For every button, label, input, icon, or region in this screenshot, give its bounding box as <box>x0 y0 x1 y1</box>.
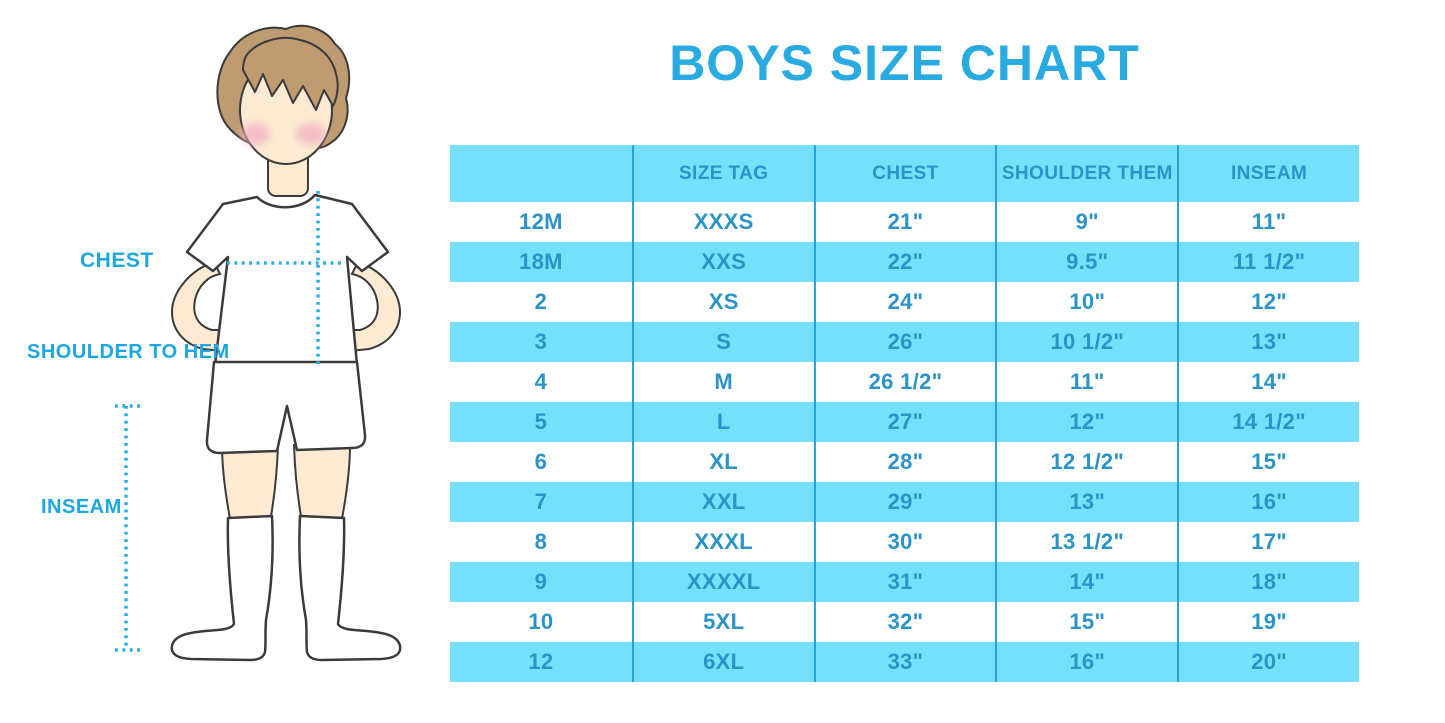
table-row: 4 M 26 1/2" 11" 14" <box>450 362 1359 402</box>
table-row: 6 XL 28" 12 1/2" 15" <box>450 442 1359 482</box>
table-cell: XXS <box>631 242 814 282</box>
table-row: 2 XS 24" 10" 12" <box>450 282 1359 322</box>
chest-label: CHEST <box>80 249 154 272</box>
table-cell: 12 1/2" <box>995 442 1177 482</box>
shoulder-to-hem-label: SHOULDER TO HEM <box>27 341 230 363</box>
table-cell: 10" <box>995 282 1177 322</box>
table-cell: 22" <box>813 242 996 282</box>
header-cell: SHOULDER THEM <box>995 145 1177 202</box>
table-cell: 21" <box>813 202 996 242</box>
table-cell: 7 <box>534 489 548 514</box>
table-cell: 26 1/2" <box>813 362 996 402</box>
boy-shorts <box>205 360 367 455</box>
table-row: 18M XXS 22" 9.5" 11 1/2" <box>450 242 1359 282</box>
table-cell: L <box>631 402 814 442</box>
page-title: BOYS SIZE CHART <box>669 35 1140 91</box>
table-cell: 24" <box>813 282 996 322</box>
table-cell: 6 <box>534 449 548 474</box>
table-cell: 5XL <box>631 602 814 642</box>
header-cell <box>450 145 632 202</box>
table-row: 8 XXXL 30" 13 1/2" 17" <box>450 522 1359 562</box>
table-cell: S <box>631 322 814 362</box>
table-row: 5 L 27" 12" 14 1/2" <box>450 402 1359 442</box>
table-cell: 27" <box>813 402 996 442</box>
table-cell: 13 1/2" <box>995 522 1177 562</box>
table-cell: 11 1/2" <box>1177 242 1359 282</box>
table-cell: 2 <box>534 289 548 314</box>
table-cell: 15" <box>995 602 1177 642</box>
table-cell: 8 <box>534 529 548 554</box>
table-cell: 33" <box>813 642 996 682</box>
boy-leg-left <box>220 444 280 526</box>
table-row: 10 5XL 32" 15" 19" <box>450 602 1359 642</box>
table-cell: XL <box>631 442 814 482</box>
boy-blush-left <box>240 123 270 145</box>
table-cell: 12 <box>528 649 554 674</box>
table-cell: XS <box>631 282 814 322</box>
boy-blush-right <box>296 123 326 145</box>
table-header-row: SIZE TAG CHEST SHOULDER THEM INSEAM <box>450 145 1359 202</box>
table-cell: 26" <box>813 322 996 362</box>
table-cell: 16" <box>1177 482 1359 522</box>
table-cell: 18M <box>519 249 563 274</box>
inseam-label: INSEAM <box>41 496 122 518</box>
boy-sock-left <box>170 514 274 662</box>
table-cell: 11" <box>1177 202 1359 242</box>
table-row: 3 S 26" 10 1/2" 13" <box>450 322 1359 362</box>
boy-shirt <box>185 193 390 367</box>
table-cell: XXL <box>631 482 814 522</box>
table-cell: 6XL <box>631 642 814 682</box>
table-cell: 10 1/2" <box>995 322 1177 362</box>
boy-leg-right <box>292 444 352 526</box>
table-cell: 14 1/2" <box>1177 402 1359 442</box>
table-cell: 18" <box>1177 562 1359 602</box>
boy-sock-right <box>298 514 402 662</box>
size-table: SIZE TAG CHEST SHOULDER THEM INSEAM 12M XXXS… <box>450 145 1359 682</box>
table-cell: 5 <box>534 409 548 434</box>
table-cell: 31" <box>813 562 996 602</box>
table-cell: 12M <box>519 209 563 234</box>
table-cell: 19" <box>1177 602 1359 642</box>
header-cell: CHEST <box>813 145 996 202</box>
table-row: 9 XXXXL 31" 14" 18" <box>450 562 1359 602</box>
boy-illustration <box>115 24 402 662</box>
table-body: 12M XXXS 21" 9" 11" 18M XXS 22" 9.5" 11 1/2" 2 XS 24… <box>450 202 1359 682</box>
header-cell: INSEAM <box>1177 145 1359 202</box>
table-row: 7 XXL 29" 13" 16" <box>450 482 1359 522</box>
table-cell: 16" <box>995 642 1177 682</box>
header-cell: SIZE TAG <box>631 145 814 202</box>
table-cell: 9.5" <box>995 242 1177 282</box>
table-cell: 13" <box>1177 322 1359 362</box>
table-cell: 14" <box>995 562 1177 602</box>
table-cell: 29" <box>813 482 996 522</box>
table-cell: 20" <box>1177 642 1359 682</box>
table-cell: XXXXL <box>631 562 814 602</box>
table-cell: 10 <box>528 609 554 634</box>
table-row: 12 6XL 33" 16" 20" <box>450 642 1359 682</box>
table-cell: 9" <box>995 202 1177 242</box>
table-cell: 32" <box>813 602 996 642</box>
table-cell: 17" <box>1177 522 1359 562</box>
table-cell: XXXL <box>631 522 814 562</box>
table-cell: 3 <box>534 329 548 354</box>
table-row: 12M XXXS 21" 9" 11" <box>450 202 1359 242</box>
table-cell: 14" <box>1177 362 1359 402</box>
table-cell: 12" <box>1177 282 1359 322</box>
table-cell: XXXS <box>631 202 814 242</box>
table-cell: 9 <box>534 569 548 594</box>
table-cell: 15" <box>1177 442 1359 482</box>
table-cell: 12" <box>995 402 1177 442</box>
table-cell: 11" <box>995 362 1177 402</box>
table-cell: 4 <box>534 369 548 394</box>
boy-hair-fringe <box>242 37 339 111</box>
table-cell: 30" <box>813 522 996 562</box>
table-cell: 28" <box>813 442 996 482</box>
table-cell: M <box>631 362 814 402</box>
table-cell: 13" <box>995 482 1177 522</box>
